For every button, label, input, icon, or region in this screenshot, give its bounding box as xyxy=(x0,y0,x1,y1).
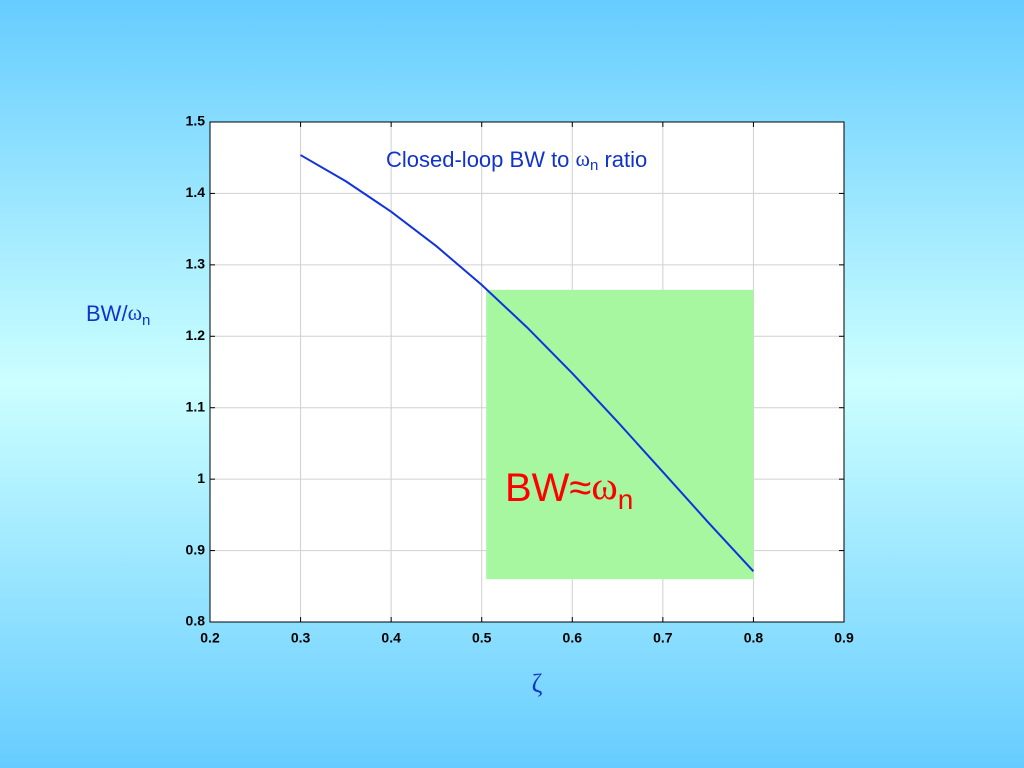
y-tick-label: 1.2 xyxy=(186,327,206,343)
y-tick-label: 1 xyxy=(197,470,205,486)
x-tick-label: 0.9 xyxy=(834,630,854,646)
annotation-text: BW≈ xyxy=(505,466,591,510)
y-label-symbol: ω xyxy=(128,300,142,325)
y-label-sub: n xyxy=(142,312,150,329)
title-end: ratio xyxy=(598,147,647,172)
marks xyxy=(300,154,755,580)
x-tick-label: 0.8 xyxy=(744,630,764,646)
x-axis-label: ζ xyxy=(532,669,543,698)
title-sub: n xyxy=(590,157,598,174)
data-line xyxy=(300,154,755,573)
x-tick-label: 0.4 xyxy=(381,630,401,646)
y-tick-label: 1.1 xyxy=(186,398,206,414)
title-text: Closed-loop BW to xyxy=(386,147,576,172)
highlight-region xyxy=(486,289,754,580)
y-tick-label: 1.3 xyxy=(186,256,206,272)
x-tick-label: 0.2 xyxy=(200,630,220,646)
y-tick-label: 1.4 xyxy=(186,184,206,200)
x-tick-label: 0.5 xyxy=(472,630,492,646)
y-tick-label: 0.9 xyxy=(186,541,206,557)
x-tick-label: 0.3 xyxy=(291,630,311,646)
chart-title: Closed-loop BW to ωn ratio xyxy=(386,146,647,174)
x-tick-label: 0.6 xyxy=(563,630,583,646)
y-tick-label: 0.8 xyxy=(186,613,206,629)
y-tick-label: 1.5 xyxy=(186,113,206,129)
title-symbol: ω xyxy=(576,146,590,171)
x-tick-label: 0.7 xyxy=(653,630,673,646)
annotation-sub: n xyxy=(618,484,634,515)
y-label-text: BW/ xyxy=(86,301,128,326)
annotation-symbol: ω xyxy=(591,463,617,508)
annotation: BW≈ωn xyxy=(505,463,633,515)
y-axis-label: BW/ωn xyxy=(86,300,150,329)
plot-frame xyxy=(209,121,845,623)
